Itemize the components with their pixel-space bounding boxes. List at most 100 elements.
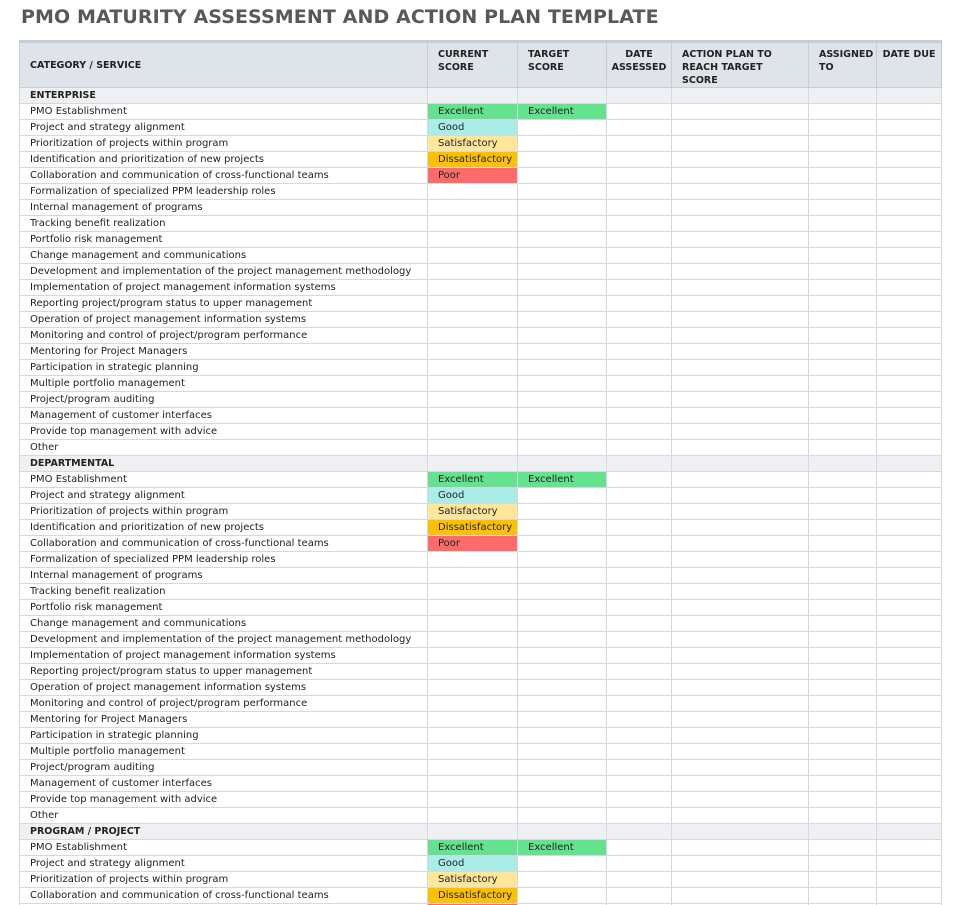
cell	[808, 183, 877, 200]
service-row: Participation in strategic planning	[19, 727, 942, 744]
service-row: Tracking benefit realization	[19, 215, 942, 232]
service-row: Formalization of specialized PPM leaders…	[19, 551, 942, 568]
cell	[606, 647, 672, 664]
target-score	[517, 407, 607, 424]
service-row: Other	[19, 807, 942, 824]
service-name: Provide top management with advice	[19, 423, 428, 440]
cell	[606, 375, 672, 392]
cell	[876, 279, 942, 296]
cell	[671, 183, 809, 200]
current-score	[427, 247, 518, 264]
target-score	[517, 439, 607, 456]
cell	[808, 647, 877, 664]
target-score	[517, 647, 607, 664]
target-score	[517, 343, 607, 360]
current-score: Dissatisfactory	[427, 519, 518, 536]
service-name: Portfolio risk management	[19, 599, 428, 616]
cell	[808, 855, 877, 872]
cell	[517, 87, 607, 104]
service-row: Collaboration and communication of cross…	[19, 887, 942, 904]
service-row: Implementation of project management inf…	[19, 647, 942, 664]
cell	[606, 743, 672, 760]
cell	[671, 583, 809, 600]
cell	[606, 871, 672, 888]
cell	[876, 471, 942, 488]
current-score	[427, 599, 518, 616]
cell	[606, 327, 672, 344]
cell	[606, 103, 672, 120]
service-name: Multiple portfolio management	[19, 743, 428, 760]
current-score	[427, 631, 518, 648]
service-name: Multiple portfolio management	[19, 375, 428, 392]
cell	[427, 87, 518, 104]
cell	[808, 599, 877, 616]
service-row: Reporting project/program status to uppe…	[19, 295, 942, 312]
target-score: Excellent	[517, 839, 607, 856]
current-score	[427, 567, 518, 584]
cell	[876, 903, 942, 905]
section-name: PROGRAM / PROJECT	[19, 823, 428, 840]
current-score	[427, 327, 518, 344]
cell	[671, 103, 809, 120]
cell	[606, 663, 672, 680]
cell	[808, 679, 877, 696]
cell	[876, 567, 942, 584]
target-score	[517, 119, 607, 136]
cell	[606, 775, 672, 792]
cell	[876, 183, 942, 200]
current-score: Excellent	[427, 103, 518, 120]
service-name: Development and implementation of the pr…	[19, 631, 428, 648]
target-score	[517, 599, 607, 616]
current-score: Good	[427, 487, 518, 504]
cell	[606, 695, 672, 712]
cell	[808, 839, 877, 856]
cell	[808, 759, 877, 776]
cell	[606, 887, 672, 904]
target-score	[517, 567, 607, 584]
cell	[671, 423, 809, 440]
service-row: Implementation of project management inf…	[19, 279, 942, 296]
target-score	[517, 551, 607, 568]
current-score	[427, 711, 518, 728]
service-name: Prioritization of projects within progra…	[19, 503, 428, 520]
cell	[671, 679, 809, 696]
cell	[876, 855, 942, 872]
cell	[606, 487, 672, 504]
current-score: Excellent	[427, 839, 518, 856]
cell	[808, 119, 877, 136]
service-row: Operation of project management informat…	[19, 311, 942, 328]
service-row: Collaboration and communication of cross…	[19, 167, 942, 184]
page-title: PMO MATURITY ASSESSMENT AND ACTION PLAN …	[21, 6, 659, 28]
target-score	[517, 679, 607, 696]
cell	[606, 631, 672, 648]
current-score: Good	[427, 855, 518, 872]
cell	[808, 423, 877, 440]
cell	[671, 263, 809, 280]
target-score	[517, 871, 607, 888]
service-name: Change management and communications	[19, 615, 428, 632]
cell	[671, 487, 809, 504]
service-row: Other	[19, 439, 942, 456]
cell	[671, 775, 809, 792]
service-name: Operation of project management informat…	[19, 311, 428, 328]
target-score	[517, 167, 607, 184]
target-score	[517, 775, 607, 792]
cell	[808, 775, 877, 792]
cell	[606, 119, 672, 136]
cell	[671, 327, 809, 344]
cell	[808, 151, 877, 168]
cell	[606, 839, 672, 856]
service-name: Prioritization of projects within progra…	[19, 135, 428, 152]
cell	[876, 215, 942, 232]
target-score	[517, 695, 607, 712]
cell	[808, 615, 877, 632]
cell	[808, 279, 877, 296]
cell	[606, 455, 672, 472]
cell	[876, 551, 942, 568]
service-row: Project and strategy alignment Good	[19, 855, 942, 872]
cell	[808, 823, 877, 840]
current-score	[427, 791, 518, 808]
service-name: PMO Establishment	[19, 839, 428, 856]
cell	[606, 359, 672, 376]
cell	[606, 183, 672, 200]
